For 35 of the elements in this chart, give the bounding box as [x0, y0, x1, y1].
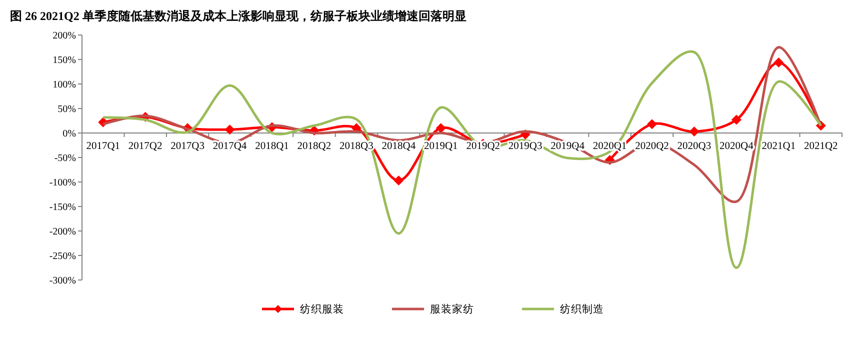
- legend-label: 纺织服装: [300, 302, 344, 316]
- point: [731, 114, 742, 125]
- point: [394, 176, 404, 186]
- y-tick-label: -100%: [49, 178, 76, 188]
- x-tick-label: 2021Q2: [804, 141, 838, 152]
- point: [647, 119, 657, 130]
- x-tick-label: 2017Q2: [128, 141, 162, 152]
- point: [436, 123, 446, 134]
- y-tick-label: -50%: [54, 153, 76, 164]
- x-tick-label: 2019Q1: [424, 141, 458, 152]
- x-tick-label: 2020Q3: [677, 141, 712, 152]
- x-tick-label: 2018Q4: [382, 141, 416, 152]
- point: [774, 57, 784, 68]
- y-tick-label: 150%: [52, 55, 76, 66]
- x-tick-label: 2021Q1: [762, 141, 796, 152]
- y-tick-label: 100%: [52, 80, 76, 90]
- x-tick-label: 2019Q3: [508, 141, 542, 152]
- x-tick-label: 2017Q4: [212, 141, 248, 152]
- point: [224, 124, 235, 135]
- x-tick-label: 2018Q1: [255, 141, 289, 152]
- y-tick-label: 50%: [58, 104, 76, 115]
- y-tick-label: 200%: [52, 30, 76, 42]
- x-tick-label: 2020Q4: [720, 141, 754, 152]
- y-tick-label: -250%: [49, 251, 76, 262]
- legend-label: 服装家纺: [430, 302, 474, 316]
- legend-label: 纺织制造: [560, 302, 604, 316]
- x-tick-label: 2018Q2: [297, 141, 332, 152]
- y-tick-label: -300%: [49, 276, 76, 286]
- y-tick-label: -200%: [49, 226, 76, 238]
- y-tick-label: 0%: [62, 128, 76, 140]
- x-tick-label: 2017Q1: [86, 141, 120, 152]
- chart-title: 图 26 2021Q2 单季度随低基数消退及成本上涨影响显现，纺服子板块业绩增速回落明显: [10, 9, 466, 23]
- x-tick-label: 2017Q3: [170, 141, 204, 152]
- y-tick-label: -150%: [49, 202, 76, 213]
- point: [689, 126, 700, 137]
